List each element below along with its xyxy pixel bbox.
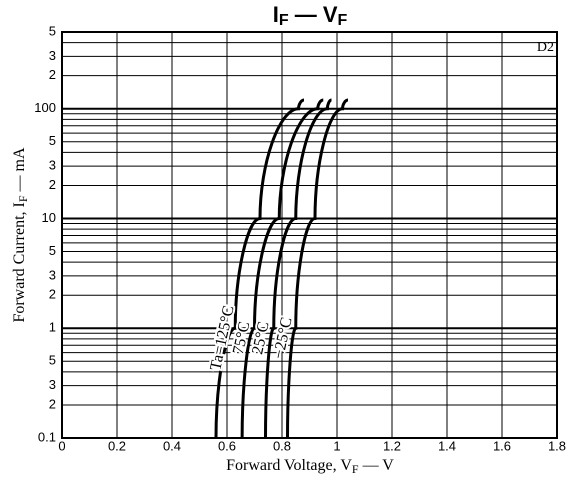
label-part: Forward Voltage, V [226,457,352,474]
curve [214,98,305,439]
y-tick-label: 3 [49,158,56,173]
x-axis-label: Forward Voltage, VF — V [226,457,394,476]
plot-frame [61,31,558,439]
y-tick-label: 5 [49,23,56,38]
x-tick-label: 1.4 [438,438,456,453]
y-tick-label: 0.1 [38,429,56,444]
label-part: — V [359,457,395,474]
x-tick-label: 0.2 [108,438,126,453]
y-tick-label: 2 [49,177,56,192]
y-tick-label: 1 [49,320,56,335]
y-tick-label: 2 [49,396,56,411]
x-tick-label: 1.6 [493,438,511,453]
title-part: F [338,12,348,29]
label-part: F [16,195,30,202]
label-part: — mA [11,147,28,195]
y-tick-label: 3 [49,267,56,282]
annotation: D2 [537,40,554,55]
y-axis-label: Forward Current, IF — mA [11,147,30,323]
x-tick-label: 1 [333,438,340,453]
curve [286,98,349,439]
title-part: I [273,2,279,27]
y-tick-label: 3 [49,48,56,63]
label-part: F [352,462,359,476]
x-tick-label: 1.2 [383,438,401,453]
y-tick-label: 5 [49,133,56,148]
x-tick-label: 1.8 [548,438,566,453]
title-part: — [289,2,323,27]
y-tick-label: 5 [49,353,56,368]
y-tick-label: 10 [42,210,56,225]
title-part: V [323,2,338,27]
title-part: F [279,12,289,29]
y-tick-label: 2 [49,67,56,82]
x-tick-label: 0.6 [218,438,236,453]
label-part: Forward Current, I [11,202,28,322]
y-tick-label: 3 [49,377,56,392]
x-tick-label: 0 [58,438,65,453]
curve [264,98,332,439]
x-tick-label: 0.8 [273,438,291,453]
x-tick-label: 0.4 [163,438,181,453]
y-tick-label: 100 [34,100,56,115]
curve [240,98,324,439]
chart-title: IF — VF [273,2,348,29]
y-tick-label: 5 [49,243,56,258]
y-tick-label: 2 [49,287,56,302]
